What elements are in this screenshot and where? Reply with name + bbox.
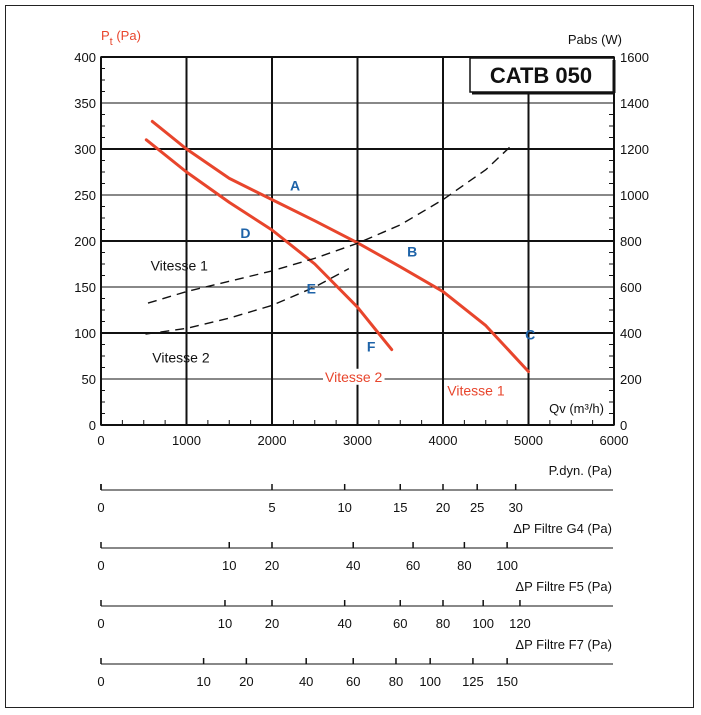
y2-tick-label: 800	[620, 234, 642, 249]
axes: 0501001502002503003504000200400600800100…	[74, 50, 649, 448]
aux-scale-title: ΔP Filtre F5 (Pa)	[515, 579, 612, 594]
x-tick-label: 5000	[514, 433, 543, 448]
x-tick-label: 3000	[343, 433, 372, 448]
y-tick-label: 350	[74, 96, 96, 111]
aux-scale-title: P.dyn. (Pa)	[549, 463, 612, 478]
y2-axis-title: Pabs (W)	[568, 32, 622, 47]
y-tick-label: 100	[74, 326, 96, 341]
aux-scale-tick-label: 10	[222, 558, 236, 573]
aux-scale-tick-label: 125	[462, 674, 484, 689]
point-label: A	[290, 177, 300, 193]
y2-tick-label: 600	[620, 280, 642, 295]
aux-scale-tick-label: 100	[472, 616, 494, 631]
auxiliary-scales: P.dyn. (Pa) 0 5 10 15 20 25 30 ΔP Filtre G4 (Pa)…	[97, 463, 613, 689]
y-tick-label: 0	[89, 418, 96, 433]
pressure-curve-vitesse-1	[150, 119, 530, 374]
aux-scale-tick-label: 20	[265, 616, 279, 631]
aux-scale-tick-label: 60	[406, 558, 420, 573]
aux-scale-tick-label: 100	[419, 674, 441, 689]
y-tick-label: 200	[74, 234, 96, 249]
point-label: E	[307, 280, 316, 296]
aux-scale-3: ΔP Filtre F5 (Pa) 0 10 20 40 60 80 100 120	[97, 579, 613, 631]
chart-frame	[5, 5, 694, 708]
aux-scale-4: ΔP Filtre F7 (Pa) 0 10 20 40 60 80 100 125 150	[97, 637, 613, 689]
curve-label: Vitesse 2	[152, 349, 210, 365]
point-label: B	[407, 244, 417, 260]
aux-scale-tick-label: 40	[337, 616, 351, 631]
aux-scale-tick-label: 80	[389, 674, 403, 689]
chart-title: CATB 050	[490, 63, 592, 88]
y2-tick-label: 1200	[620, 142, 649, 157]
aux-scale-title: ΔP Filtre F7 (Pa)	[515, 637, 612, 652]
x-tick-label: 2000	[258, 433, 287, 448]
aux-scale-tick-label: 0	[97, 500, 104, 515]
pressure-curve-vitesse-2	[144, 138, 394, 352]
y-tick-label: 250	[74, 188, 96, 203]
series	[144, 119, 530, 374]
aux-scale-title: ΔP Filtre G4 (Pa)	[513, 521, 612, 536]
power-curve-vitesse-1	[147, 145, 512, 304]
y2-tick-label: 200	[620, 372, 642, 387]
y2-tick-label: 0	[620, 418, 627, 433]
plot-border	[100, 56, 615, 426]
power-curve-vitesse-2	[145, 267, 350, 335]
aux-scale-tick-label: 20	[436, 500, 450, 515]
curve-label: Vitesse 1	[151, 257, 209, 273]
curve-label: Vitesse 2	[325, 369, 383, 385]
aux-scale-tick-label: 80	[457, 558, 471, 573]
title-box	[469, 57, 615, 93]
aux-scale-tick-label: 40	[299, 674, 313, 689]
y-axis-title: Pt (Pa)	[101, 28, 141, 48]
y2-tick-label: 1000	[620, 188, 649, 203]
x-tick-label: 0	[97, 433, 104, 448]
y-tick-label: 50	[82, 372, 96, 387]
x-axis-title: Qv (m³/h)	[549, 401, 604, 416]
aux-scale-tick-label: 60	[393, 616, 407, 631]
curve-label: Vitesse 1	[447, 383, 505, 399]
aux-scale-2: ΔP Filtre G4 (Pa) 0 10 20 40 60 80 100	[97, 521, 613, 573]
y-tick-label: 150	[74, 280, 96, 295]
aux-scale-tick-label: 80	[436, 616, 450, 631]
aux-scale-tick-label: 120	[509, 616, 531, 631]
aux-scale-tick-label: 15	[393, 500, 407, 515]
y2-tick-label: 400	[620, 326, 642, 341]
x-tick-label: 1000	[172, 433, 201, 448]
aux-scale-zero-label: 0	[97, 558, 104, 573]
curve-label-bg	[445, 382, 507, 399]
aux-scale-tick-label: 25	[470, 500, 484, 515]
y2-tick-label: 1600	[620, 50, 649, 65]
point-label: C	[525, 326, 535, 342]
aux-scale-tick-label: 30	[508, 500, 522, 515]
aux-scale-1: P.dyn. (Pa) 0 5 10 15 20 25 30	[97, 463, 613, 515]
x-tick-label: 6000	[600, 433, 629, 448]
aux-scale-tick-label: 20	[239, 674, 253, 689]
aux-scale-tick-label: 10	[337, 500, 351, 515]
aux-scale-tick-label: 10	[196, 674, 210, 689]
labels: Pt (Pa) Pabs (W) Qv (m³/h) CATB 050 A B C D E F Vi…	[101, 28, 622, 416]
aux-scale-tick-label: 10	[218, 616, 232, 631]
curve-label-bg	[323, 368, 385, 385]
y-tick-label: 400	[74, 50, 96, 65]
aux-scale-zero-label: 0	[97, 616, 104, 631]
point-label: D	[240, 225, 250, 241]
aux-scale-tick-label: 150	[496, 674, 518, 689]
y-tick-label: 300	[74, 142, 96, 157]
aux-scale-zero-label: 0	[97, 674, 104, 689]
aux-scale-tick-label: 60	[346, 674, 360, 689]
aux-scale-tick-label: 20	[265, 558, 279, 573]
x-tick-label: 4000	[429, 433, 458, 448]
y2-tick-label: 1400	[620, 96, 649, 111]
point-label: F	[367, 338, 376, 354]
aux-scale-tick-label: 100	[496, 558, 518, 573]
aux-scale-tick-label: 40	[346, 558, 360, 573]
aux-scale-tick-label: 5	[268, 500, 275, 515]
